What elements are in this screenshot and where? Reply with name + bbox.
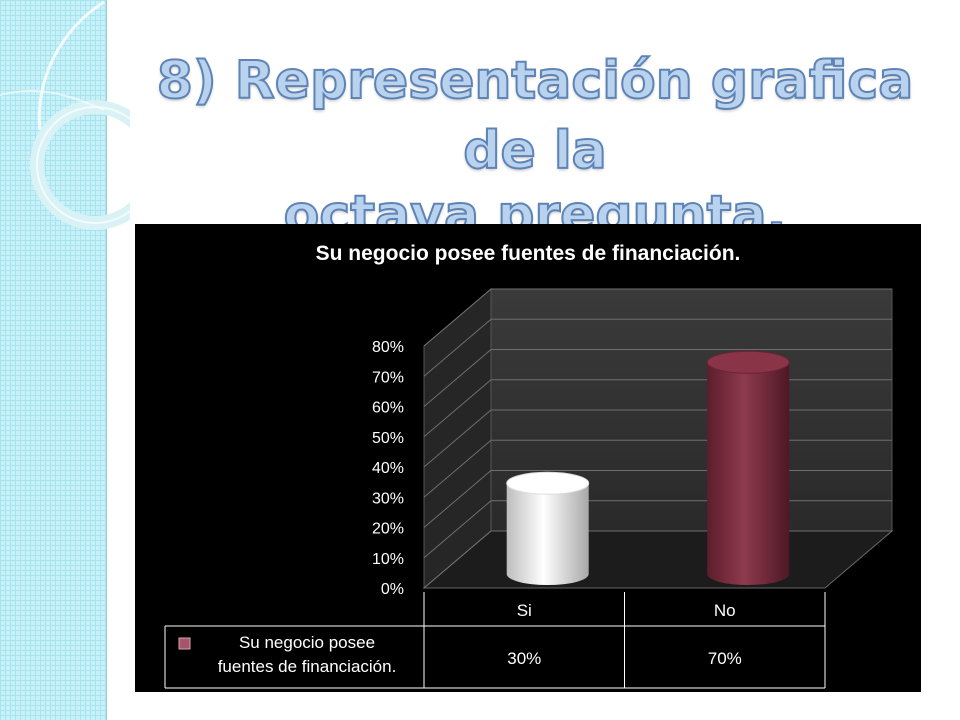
data-table: Si No 30% 70% Su negocio posee fuentes de fin… <box>164 592 826 689</box>
chart-panel: Su negocio posee fuentes de financiación… <box>135 224 921 692</box>
bar-no <box>706 350 790 586</box>
y-tick-label: 0% <box>381 581 404 598</box>
legend-series-name: Su negocio posee fuentes de financiación. <box>218 633 397 676</box>
y-axis-ticks: 0% 10% 20% 30% 40% 50% 60% 70% 80% <box>372 339 404 598</box>
y-tick-label: 50% <box>372 430 404 447</box>
y-tick-label: 20% <box>372 521 404 538</box>
legend-marker <box>178 637 191 650</box>
slide-title-line-1: 8) Representación grafica de la <box>156 50 915 182</box>
x-category-label: Si <box>517 601 532 620</box>
y-tick-label: 10% <box>372 551 404 568</box>
chart-canvas: 0% 10% 20% 30% 40% 50% 60% 70% 80% Si No 30% 70% Su … <box>164 287 894 689</box>
gridline <box>423 318 892 377</box>
data-value-label: 70% <box>708 649 742 668</box>
x-category-label: No <box>714 601 736 620</box>
chart-title: Su negocio posee fuentes de financiación… <box>315 242 741 265</box>
bars <box>506 350 790 586</box>
gridline <box>423 349 892 407</box>
y-tick-label: 70% <box>372 369 404 386</box>
y-tick-label: 60% <box>372 400 404 417</box>
floor <box>422 530 894 589</box>
plot-walls <box>422 287 894 590</box>
decorative-circles <box>0 0 130 230</box>
gridline <box>423 288 892 347</box>
y-tick-label: 30% <box>372 490 404 507</box>
bar-si <box>506 471 590 586</box>
y-tick-label: 40% <box>372 460 404 477</box>
slide-title-block: 8) Representación grafica de la octava p… <box>140 46 930 246</box>
y-tick-label: 80% <box>372 339 404 356</box>
data-value-label: 30% <box>507 649 541 668</box>
